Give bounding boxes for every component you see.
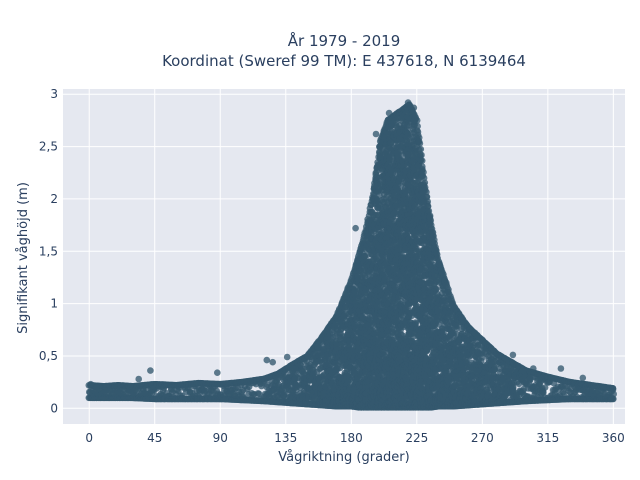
chart-title-line1: År 1979 - 2019: [288, 31, 401, 50]
data-points: [85, 99, 617, 411]
data-point: [255, 390, 263, 398]
chart-title-line2: Koordinat (Sweref 99 TM): E 437618, N 61…: [162, 52, 526, 70]
